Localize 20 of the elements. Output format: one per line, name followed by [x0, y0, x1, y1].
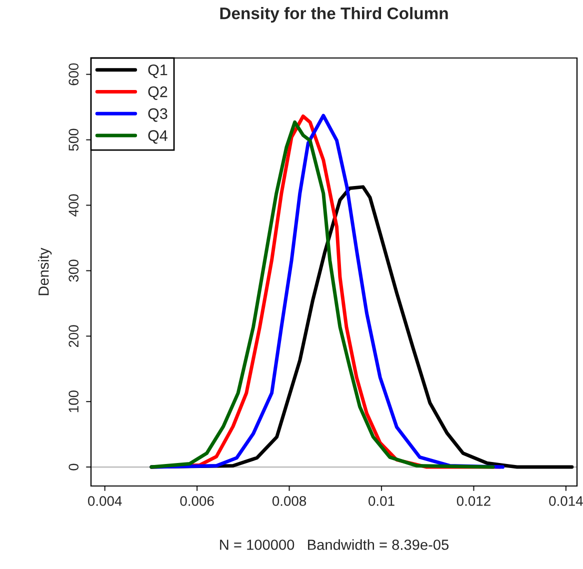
x-tick-label: 0.004 — [88, 496, 122, 506]
legend-label: Q4 — [148, 130, 168, 144]
y-tick-label: 0 — [68, 464, 79, 470]
y-axis-title: Density — [38, 248, 52, 296]
x-tick-label: 0.006 — [180, 496, 214, 506]
y-tick-label: 600 — [68, 63, 79, 86]
y-tick-label: 300 — [68, 260, 79, 282]
x-axis-title: N = 100000 Bandwidth = 8.39e-05 — [220, 539, 449, 550]
x-tick-label: 0.014 — [549, 496, 583, 506]
chart-title: Density for the Third Column — [220, 7, 448, 23]
y-tick-label: 100 — [68, 390, 79, 412]
x-tick-label: 0.01 — [368, 496, 394, 506]
y-tick-label: 200 — [68, 325, 79, 348]
x-tick-label: 0.012 — [456, 496, 490, 506]
legend-label: Q2 — [148, 86, 168, 100]
y-tick-label: 500 — [68, 128, 79, 151]
legend-label: Q1 — [148, 64, 168, 78]
x-tick-label: 0.008 — [272, 496, 306, 506]
y-tick-label: 400 — [68, 194, 79, 217]
legend-label: Q3 — [148, 108, 168, 122]
